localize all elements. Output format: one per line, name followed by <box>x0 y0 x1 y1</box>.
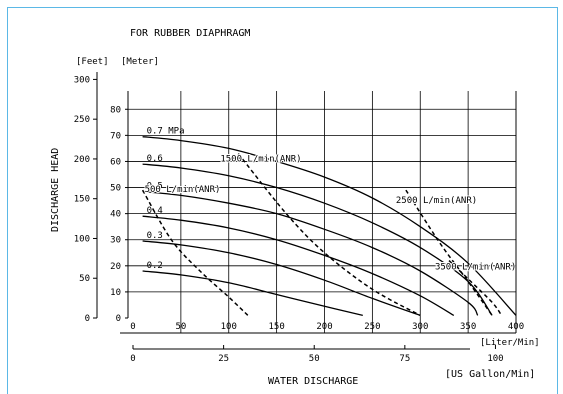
y-axis-title: DISCHARGE HEAD <box>50 148 61 232</box>
gallon-unit-label: [US Gallon/Min] <box>445 369 535 380</box>
feet-tick-label-300: 300 <box>74 75 90 85</box>
air-curve-0 <box>141 189 249 316</box>
pressure-curve-label-1: 0.6 <box>147 154 163 164</box>
pressure-curve-5 <box>142 270 363 317</box>
liter-tick-label-100: 100 <box>221 322 237 332</box>
feet-tick-label-250: 250 <box>74 115 90 125</box>
pressure-curve-1 <box>142 163 493 316</box>
air-curve-3 <box>448 260 503 316</box>
gallon-tick-label-100: 100 <box>487 354 503 364</box>
pressure-curve-label-4: 0.3 <box>147 231 163 241</box>
chart-frame <box>7 7 558 394</box>
air-curve-label-3: 3500 L/min(ANR) <box>435 263 516 273</box>
meter-tick-label-20: 20 <box>110 262 121 272</box>
gallon-tick-label-25: 25 <box>218 354 229 364</box>
pressure-curve-label-2: 0.5 <box>147 181 163 191</box>
air-curve-label-0: 500 L/min(ANR) <box>145 185 221 195</box>
feet-tick-label-200: 200 <box>74 155 90 165</box>
liter-tick-label-250: 250 <box>364 322 380 332</box>
pressure-curve-3 <box>142 215 455 316</box>
meter-tick-label-40: 40 <box>110 210 121 220</box>
meter-tick-label-50: 50 <box>110 184 121 194</box>
meter-tick-label-10: 10 <box>110 288 121 298</box>
pressure-curve-0 <box>142 136 517 316</box>
pressure-curve-label-5: 0.2 <box>147 261 163 271</box>
gallon-tick-label-50: 50 <box>309 354 320 364</box>
feet-tick-label-150: 150 <box>74 195 90 205</box>
pressure-curve-label-0: 0.7 MPa <box>147 127 185 137</box>
feet-tick-label-50: 50 <box>79 274 90 284</box>
feet-tick-label-0: 0 <box>85 314 90 324</box>
meter-tick-label-60: 60 <box>110 157 121 167</box>
gallon-tick-label-75: 75 <box>399 354 410 364</box>
feet-unit-label: [Feet] <box>76 57 109 67</box>
x-axis-title: WATER DISCHARGE <box>268 376 358 387</box>
liter-tick-label-0: 0 <box>130 322 135 332</box>
liter-tick-label-150: 150 <box>268 322 284 332</box>
air-curve-label-2: 2500 L/min(ANR) <box>396 196 477 206</box>
meter-tick-label-70: 70 <box>110 131 121 141</box>
pressure-curve-label-3: 0.4 <box>147 206 163 216</box>
curve-labels: 0.7 MPa 0.6 0.5 0.4 0.3 0.2 500 L/min(ANR) 1500… <box>144 127 518 274</box>
pressure-curve-4 <box>142 240 421 317</box>
grid <box>128 91 517 333</box>
liter-tick-label-200: 200 <box>316 322 332 332</box>
liter-tick-label-50: 50 <box>175 322 186 332</box>
feet-tick-label-100: 100 <box>74 234 90 244</box>
meter-tick-label-30: 30 <box>110 236 121 246</box>
chart-title: FOR RUBBER DIAPHRAGM <box>130 28 250 39</box>
series <box>141 136 517 317</box>
meter-tick-label-0: 0 <box>116 314 121 324</box>
liter-tick-label-300: 300 <box>412 322 428 332</box>
axes <box>96 72 516 350</box>
liter-tick-label-400: 400 <box>508 322 524 332</box>
air-curve-2 <box>405 189 493 316</box>
meter-unit-label: [Meter] <box>121 57 159 67</box>
liter-tick-label-350: 350 <box>460 322 476 332</box>
meter-tick-label-80: 80 <box>110 105 121 115</box>
liter-unit-label: [Liter/Min] <box>480 338 540 348</box>
gallon-tick-label-0: 0 <box>130 354 135 364</box>
pressure-curve-2 <box>142 190 479 316</box>
air-curve-label-1: 1500 L/min(ANR) <box>220 155 301 165</box>
